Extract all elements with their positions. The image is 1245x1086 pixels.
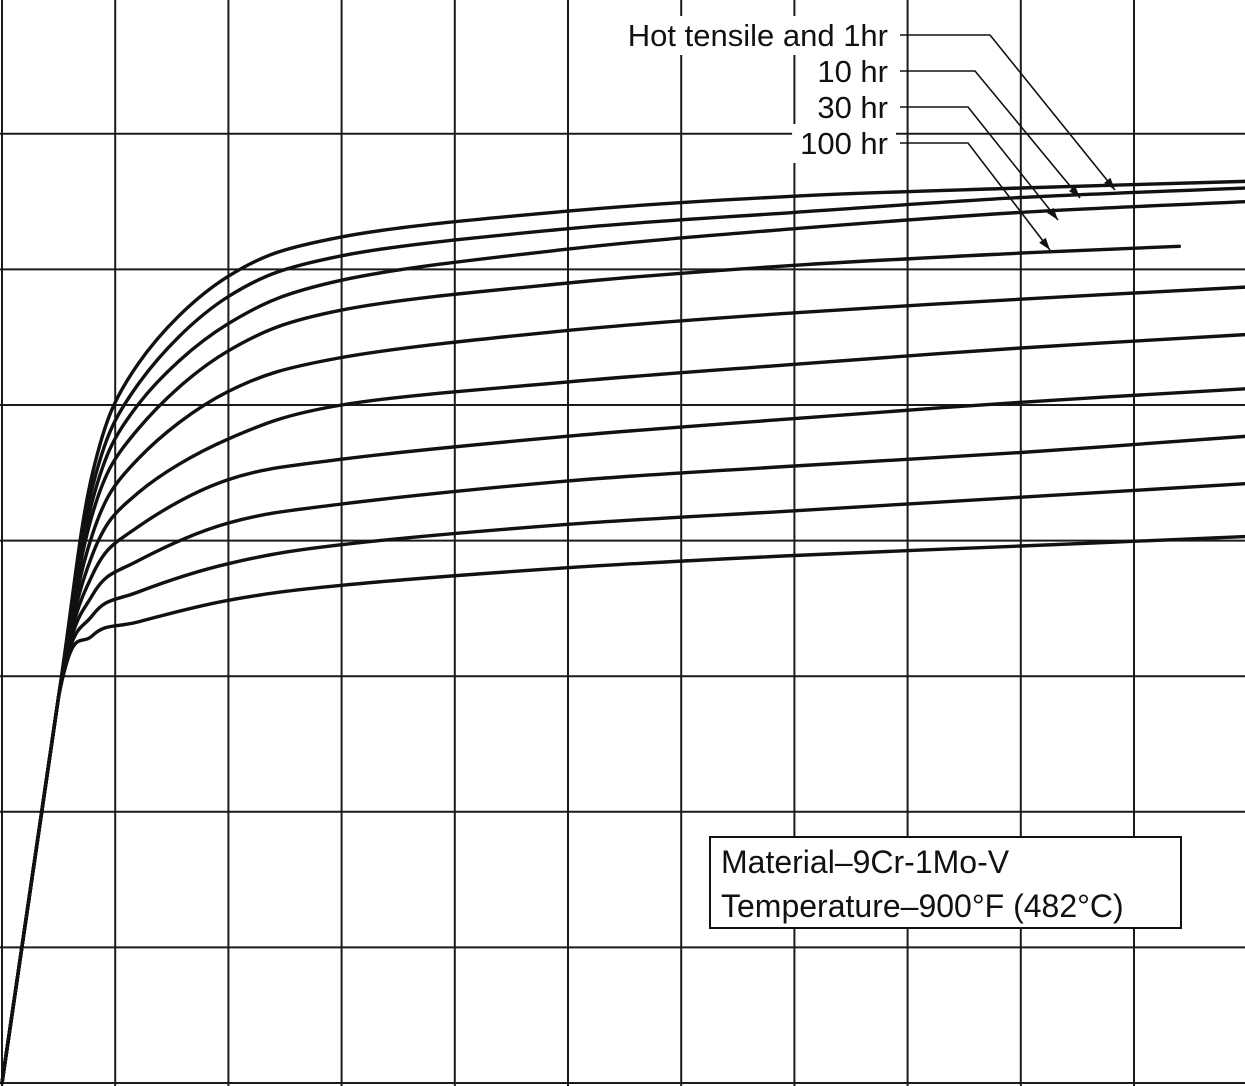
- series-line-7: [0, 387, 1245, 1085]
- arrowhead-icon: [1069, 185, 1080, 198]
- curve-label-background: [809, 52, 896, 91]
- leader-line-1: [900, 34, 1116, 191]
- material-label: Material–9Cr-1Mo-V: [721, 844, 1010, 880]
- leader-line-4: [900, 142, 1051, 251]
- arrowhead-icon: [1047, 207, 1058, 220]
- info-box: Material–9Cr-1Mo-V Temperature–900°F (48…: [709, 836, 1182, 929]
- series-line-3: [0, 200, 1245, 1085]
- series-line-6: [0, 332, 1245, 1085]
- arrowhead-icon: [1104, 177, 1115, 190]
- series-line-5: [0, 285, 1245, 1085]
- curve-label-1: Hot tensile and 1hr: [628, 18, 888, 53]
- series-line-4: [0, 244, 1181, 1085]
- temperature-label: Temperature–900°F (482°C): [721, 888, 1124, 924]
- curve-label-background: [619, 16, 896, 55]
- curve-label-background: [809, 88, 896, 127]
- curve-group: [0, 179, 1245, 1085]
- series-line-1: [0, 179, 1245, 1085]
- curve-label-2: 10 hr: [817, 54, 888, 89]
- series-line-8: [0, 434, 1245, 1085]
- series-line-2: [0, 186, 1245, 1085]
- curve-label-3: 30 hr: [817, 90, 888, 125]
- curve-label-4: 100 hr: [800, 126, 888, 161]
- leader-line-3: [900, 106, 1059, 221]
- series-line-9: [0, 482, 1245, 1085]
- curve-label-background: [792, 124, 896, 163]
- series-line-10: [0, 534, 1245, 1085]
- leader-line-2: [900, 70, 1081, 199]
- arrowhead-icon: [1039, 237, 1050, 250]
